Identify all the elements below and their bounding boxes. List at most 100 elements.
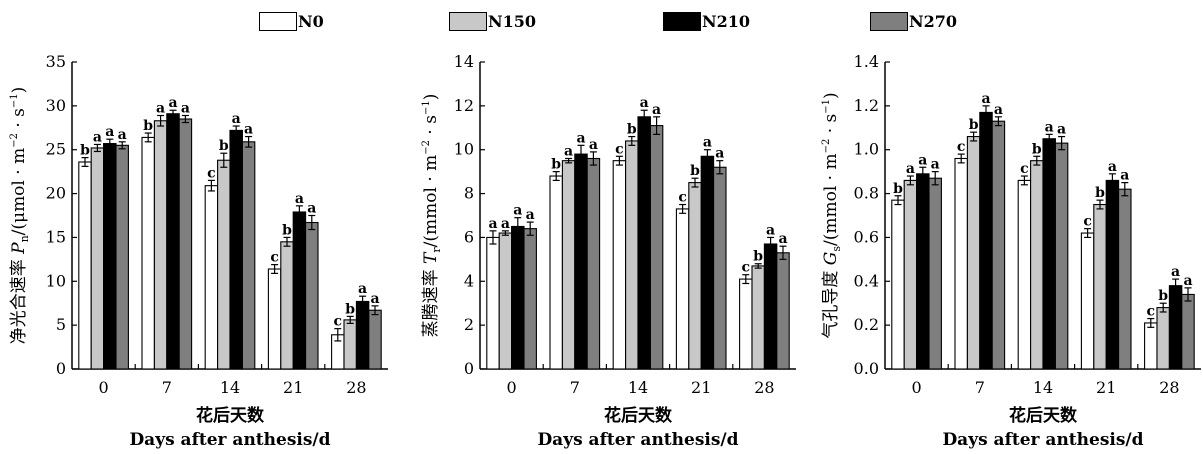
bar-n0 [675, 208, 690, 370]
bar-n0 [204, 185, 219, 370]
significance-letter: c [678, 190, 687, 206]
x-tick-label: 0 [507, 378, 517, 397]
bar-n150 [561, 160, 576, 370]
x-tick-label: 28 [346, 378, 366, 397]
y-tick-label: 1.0 [854, 140, 879, 159]
y-tick-label: 12 [454, 96, 474, 115]
significance-letter: b [969, 117, 979, 133]
significance-letter: b [627, 122, 637, 138]
bar-n210 [511, 225, 525, 370]
significance-letter: c [207, 165, 216, 181]
significance-letter: b [282, 222, 292, 238]
y-tick-label: 0.8 [854, 184, 879, 203]
legend-label-n0: N0 [298, 11, 324, 31]
significance-letter: c [1020, 161, 1029, 177]
y-tick-label: 2 [464, 315, 474, 334]
significance-letter: b [345, 301, 355, 317]
x-tick-label: 0 [912, 378, 922, 397]
bar-n150 [153, 120, 168, 370]
bar-n210 [1105, 179, 1120, 370]
bar-n150 [751, 265, 765, 370]
y-tick-label: 15 [46, 227, 66, 246]
bar-n150 [625, 140, 639, 370]
bar-n150 [1030, 160, 1044, 370]
significance-letter: a [906, 161, 915, 177]
y-tick-label: 0.2 [854, 315, 879, 334]
bar-n270 [523, 228, 537, 370]
significance-letter: b [1158, 288, 1168, 304]
bar-n150 [903, 179, 918, 370]
x-tick-label: 21 [1096, 378, 1116, 397]
significance-letter: a [105, 124, 114, 140]
x-tick-label: 14 [1033, 378, 1053, 397]
significance-letter: a [1108, 159, 1117, 175]
bar-n210 [574, 153, 588, 370]
bar-n210 [763, 243, 778, 370]
significance-letter: b [1032, 141, 1042, 157]
legend-item-n210: N210 [663, 8, 750, 34]
bar-n210 [700, 155, 715, 370]
significance-letter: a [156, 101, 165, 117]
y-tick-label: 30 [46, 96, 66, 115]
y-tick-label: 5 [56, 315, 66, 334]
y-axis-label: 气孔导度 Gs/(mmol · m−2 · s−1) [821, 92, 843, 338]
significance-letter: a [766, 222, 775, 238]
significance-letter: c [334, 314, 343, 330]
bar-n270 [368, 309, 382, 370]
bar-n150 [280, 241, 294, 370]
bar-n210 [355, 300, 370, 370]
significance-letter: c [270, 250, 279, 266]
x-axis-label-cn: 花后天数 [1009, 405, 1078, 426]
significance-letter: a [1183, 273, 1192, 289]
bar-n150 [966, 136, 981, 370]
significance-letter: b [753, 249, 763, 265]
legend-label-n150: N150 [488, 11, 537, 31]
bar-n270 [713, 166, 727, 370]
x-axis-label-cn: 花后天数 [196, 405, 265, 426]
bar-n150 [498, 232, 513, 370]
significance-letter: a [715, 146, 724, 162]
y-tick-label: 0.0 [854, 359, 879, 378]
bar-n150 [1156, 307, 1170, 370]
y-tick-label: 6 [464, 227, 474, 246]
significance-letter: a [981, 91, 990, 107]
significance-letter: a [564, 143, 573, 159]
bar-n210 [1168, 285, 1183, 370]
bar-n210 [103, 143, 117, 370]
significance-letter: b [893, 181, 903, 197]
bar-n270 [1054, 142, 1069, 370]
bar-n0 [78, 161, 92, 370]
significance-letter: c [1147, 304, 1156, 320]
bar-n150 [1093, 203, 1107, 370]
bar-n0 [486, 236, 500, 370]
bar-n0 [549, 175, 563, 370]
bar-n210 [979, 111, 993, 370]
y-tick-label: 0.4 [854, 271, 879, 290]
significance-letter: b [80, 143, 90, 159]
significance-letter: a [526, 207, 535, 223]
significance-letter: c [957, 139, 966, 155]
legend-swatch-n270 [870, 11, 908, 31]
significance-letter: c [615, 141, 624, 157]
y-tick-label: 1.2 [854, 96, 879, 115]
y-tick-label: 0 [56, 359, 66, 378]
bar-n210 [637, 116, 651, 370]
bar-n210 [1042, 138, 1056, 370]
significance-letter: a [488, 216, 497, 232]
bar-n0 [612, 160, 627, 370]
x-axis-label-en: Days after anthesis/d [942, 430, 1143, 450]
bar-n270 [115, 144, 129, 370]
significance-letter: c [742, 260, 751, 276]
bar-n270 [178, 118, 193, 370]
y-tick-label: 10 [454, 140, 474, 159]
y-tick-label: 10 [46, 271, 66, 290]
y-tick-label: 4 [464, 271, 474, 290]
significance-letter: a [513, 203, 522, 219]
x-axis-label-en: Days after anthesis/d [129, 430, 330, 450]
significance-letter: a [994, 102, 1003, 118]
y-tick-label: 35 [46, 52, 66, 71]
significance-letter: a [1171, 264, 1180, 280]
significance-letter: a [703, 135, 712, 151]
